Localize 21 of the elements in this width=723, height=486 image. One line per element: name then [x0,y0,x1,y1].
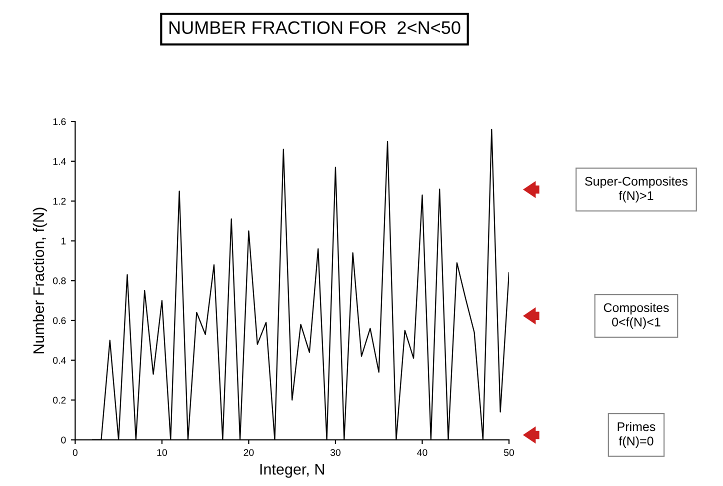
x-axis-title: Integer, N [260,464,324,478]
x-tick-label: 10 [157,449,167,456]
text: Composites 0<f(N)<1 [604,302,669,329]
x-tick-label: 20 [244,449,254,456]
x-tick-label: 50 [504,449,514,456]
y-tick-label: 0.2 [53,396,66,404]
y-tick-label: 0.6 [53,317,66,324]
text: Primes f(N)=0 [618,422,656,448]
y-tick-label: 1.6 [53,118,66,126]
chart-title: NUMBER FRACTION FOR 2<N<50 [170,21,460,34]
y-axis-title: Number Fraction, f(N) [32,208,48,354]
y-tick-label: 0.8 [53,277,66,284]
x-tick-label: 40 [417,449,428,456]
x-tick-label: 0 [72,449,78,456]
y-tick-label: 0.4 [53,356,66,364]
text: Super-Composites f(N)>1 [585,176,688,203]
y-tick-label: 1.2 [53,198,66,205]
x-tick-label: 30 [330,449,340,456]
y-tick-label: 1 [62,238,66,244]
y-tick-label: 1.4 [53,158,66,165]
y-tick-label: 0 [61,436,66,444]
